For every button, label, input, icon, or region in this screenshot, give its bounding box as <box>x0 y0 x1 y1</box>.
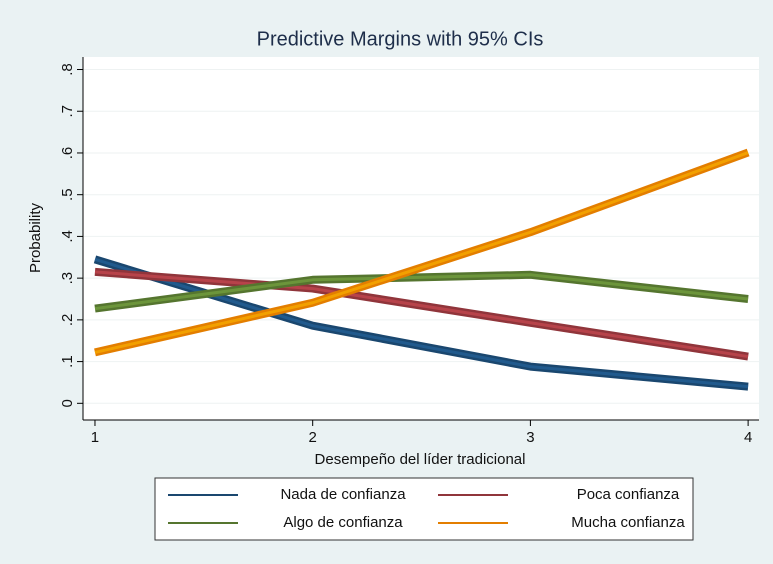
y-tick-label: .6 <box>59 147 76 160</box>
legend-label: Nada de confianza <box>280 486 406 503</box>
y-tick-label: .1 <box>59 355 76 368</box>
y-tick-label: 0 <box>59 399 76 407</box>
line <box>94 270 749 359</box>
y-tick-label: .3 <box>59 272 76 285</box>
x-tick-label: 2 <box>309 429 317 446</box>
x-axis-label: Desempeño del líder tradicional <box>315 451 526 468</box>
x-tick-label: 1 <box>91 429 99 446</box>
x-tick-label: 4 <box>744 429 752 446</box>
y-tick-label: .8 <box>59 63 76 76</box>
legend-label: Mucha confianza <box>571 514 685 531</box>
y-tick-label: .2 <box>59 314 76 327</box>
y-axis-label: Probability <box>27 202 44 273</box>
line <box>94 273 749 311</box>
y-tick-label: .5 <box>59 188 76 201</box>
legend-label: Algo de confianza <box>283 514 403 531</box>
legend-label: Poca confianza <box>577 486 680 503</box>
y-tick-label: .4 <box>59 230 76 243</box>
plot-area <box>83 57 759 420</box>
legend <box>154 477 694 541</box>
x-tick-label: 3 <box>526 429 534 446</box>
line <box>94 151 749 354</box>
chart-title: Predictive Margins with 95% CIs <box>257 28 544 50</box>
y-tick-label: .7 <box>59 105 76 118</box>
